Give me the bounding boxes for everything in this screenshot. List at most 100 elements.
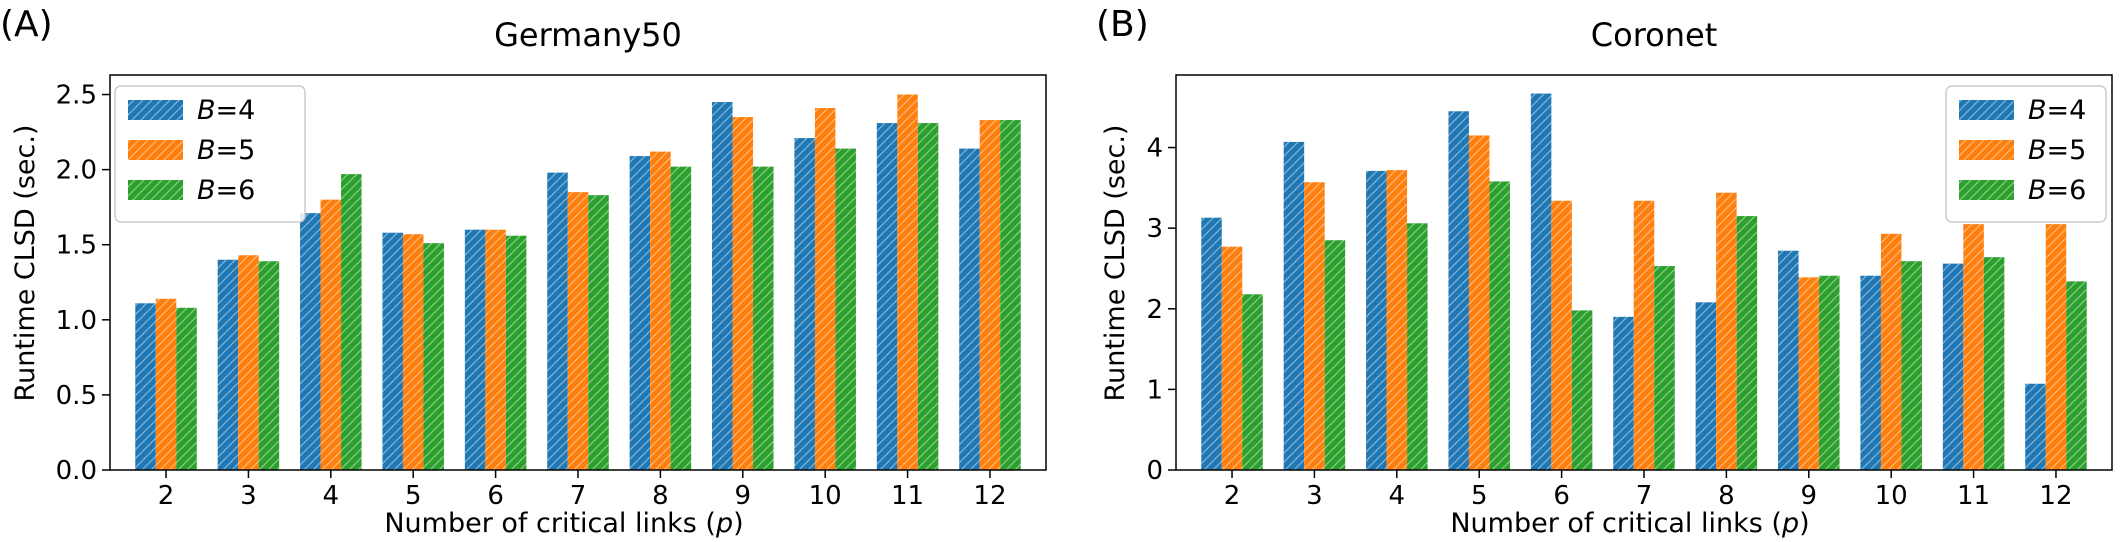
- bar-b-s2-4-hatch: [1386, 170, 1408, 471]
- legend-a: B=4 B=5 B=6: [114, 85, 306, 223]
- bar-a-s1-3-hatch: [217, 259, 239, 470]
- x-axis-label-a: Number of critical links (p): [384, 508, 743, 539]
- bar-b-s2-3-hatch: [1304, 182, 1325, 470]
- bar-a-s1-7-hatch: [547, 172, 568, 470]
- chart-title-a: Germany50: [494, 16, 682, 54]
- x-tick-label-b-8: 8: [1718, 481, 1735, 511]
- x-tick-label-b-11: 11: [1957, 481, 1990, 511]
- panel-label-a: (A): [0, 4, 53, 45]
- bar-b-s2-11-hatch: [1963, 224, 1984, 470]
- x-tick-label-b-2: 2: [1224, 481, 1241, 511]
- bar-a-s1-9-hatch: [712, 102, 733, 471]
- bar-a-s3-4-hatch: [341, 174, 362, 470]
- bar-b-s1-8-hatch: [1695, 302, 1717, 470]
- x-tick-label-b-4: 4: [1389, 481, 1406, 511]
- bar-b-s2-12-hatch: [2045, 224, 2067, 470]
- bar-a-s1-5-hatch: [382, 232, 403, 470]
- y-tick-label-b-1: 1: [1146, 375, 1163, 405]
- bar-b-s1-3-hatch: [1283, 141, 1305, 471]
- bar-a-s3-12-hatch: [1000, 120, 1021, 470]
- bar-b-s1-12-hatch: [2025, 383, 2046, 470]
- x-tick-label-a-9: 9: [735, 481, 752, 511]
- x-tick-label-b-12: 12: [2039, 481, 2072, 511]
- legend-swatch-hatch-b-1: [1959, 100, 2014, 120]
- legend-label-a-3: B=6: [197, 175, 255, 206]
- legend-b: B=4 B=5 B=6: [1945, 85, 2107, 223]
- y-tick-label-b-2: 2: [1146, 295, 1163, 325]
- legend-label-b-1: B=4: [2028, 95, 2086, 126]
- bar-a-s2-11-hatch: [897, 94, 918, 470]
- panel-a: (A) Germany50 Runtime CLSD (sec.) Number…: [0, 4, 1047, 539]
- y-tick-label-b-4: 4: [1146, 134, 1163, 164]
- bar-b-s1-9-hatch: [1778, 250, 1799, 470]
- bar-b-s1-6-hatch: [1530, 93, 1552, 470]
- y-axis-label-b: Runtime CLSD (sec.): [1100, 125, 1131, 402]
- bar-a-s3-10-hatch: [835, 148, 856, 471]
- x-tick-label-a-3: 3: [240, 481, 257, 511]
- bar-b-s3-3-hatch: [1324, 240, 1346, 470]
- x-tick-label-a-2: 2: [158, 481, 175, 511]
- bar-a-s2-9-hatch: [732, 117, 754, 471]
- bar-b-s1-5-hatch: [1448, 111, 1469, 470]
- chart-title-b: Coronet: [1591, 16, 1717, 54]
- y-tick-label-a-3: 1.5: [56, 231, 97, 261]
- bar-b-s2-5-hatch: [1468, 135, 1490, 471]
- bar-b-s2-2-hatch: [1221, 246, 1243, 470]
- bar-a-s1-6-hatch: [464, 229, 486, 470]
- bar-b-s3-12-hatch: [2066, 281, 2087, 470]
- bar-a-s1-2-hatch: [135, 303, 156, 470]
- y-axis-label-a: Runtime CLSD (sec.): [10, 125, 41, 402]
- bar-b-s3-6-hatch: [1571, 310, 1593, 470]
- bar-b-s3-11-hatch: [1983, 257, 2005, 470]
- bar-b-s3-2-hatch: [1242, 294, 1263, 470]
- bar-a-s3-9-hatch: [753, 166, 774, 470]
- bar-b-s1-11-hatch: [1942, 263, 1964, 470]
- y-tick-label-b-3: 3: [1146, 214, 1163, 244]
- x-tick-label-b-6: 6: [1553, 481, 1570, 511]
- panel-b: (B) Coronet Runtime CLSD (sec.) Number o…: [1096, 4, 2113, 539]
- bar-b-s3-8-hatch: [1736, 216, 1758, 470]
- x-tick-label-b-10: 10: [1875, 481, 1908, 511]
- bar-a-s2-12-hatch: [979, 120, 1001, 470]
- y-tick-label-a-0: 0.0: [56, 456, 97, 486]
- bar-a-s3-2-hatch: [176, 307, 197, 470]
- bar-b-s2-8-hatch: [1716, 192, 1737, 470]
- bar-b-s1-2-hatch: [1201, 217, 1222, 470]
- legend-label-a-1: B=4: [197, 95, 255, 126]
- bar-a-s2-6-hatch: [485, 229, 506, 470]
- x-axis-label-b: Number of critical links (p): [1450, 508, 1809, 539]
- bar-b-s1-7-hatch: [1613, 316, 1634, 470]
- bar-a-s2-3-hatch: [238, 255, 259, 470]
- bar-b-s3-4-hatch: [1407, 223, 1428, 470]
- y-tick-label-b-0: 0: [1146, 456, 1163, 486]
- bar-b-s2-6-hatch: [1551, 200, 1572, 470]
- y-tick-label-a-5: 2.5: [56, 81, 97, 111]
- x-tick-label-a-6: 6: [487, 481, 504, 511]
- legend-label-b-3: B=6: [2028, 175, 2086, 206]
- x-tick-label-a-11: 11: [891, 481, 924, 511]
- bar-b-s3-7-hatch: [1654, 266, 1675, 470]
- x-tick-label-b-5: 5: [1471, 481, 1488, 511]
- bar-b-s1-10-hatch: [1860, 275, 1881, 470]
- bar-a-s1-11-hatch: [876, 123, 898, 470]
- plot-area-a: 0.0 0.5 1.0 1.5 2.0 2.5 2 3 4 5 6 7 8 9 10 11 12: [56, 74, 1047, 511]
- bar-a-s1-12-hatch: [959, 148, 980, 471]
- y-tick-label-a-2: 1.0: [56, 306, 97, 336]
- bar-a-s3-6-hatch: [505, 235, 527, 470]
- x-tick-label-b-7: 7: [1636, 481, 1653, 511]
- bar-a-s2-10-hatch: [814, 108, 836, 471]
- x-tick-label-b-3: 3: [1306, 481, 1323, 511]
- bar-a-s2-8-hatch: [650, 151, 671, 470]
- bar-b-s3-9-hatch: [1819, 275, 1840, 470]
- legend-swatch-hatch-a-2: [128, 140, 183, 160]
- legend-label-a-2: B=5: [197, 135, 255, 166]
- x-tick-label-a-4: 4: [323, 481, 340, 511]
- legend-swatch-hatch-a-3: [128, 180, 183, 200]
- legend-swatch-hatch-b-2: [1959, 140, 2014, 160]
- y-tick-label-a-4: 2.0: [56, 156, 97, 186]
- x-tick-label-a-10: 10: [809, 481, 842, 511]
- panel-label-b: (B): [1096, 4, 1149, 45]
- bar-b-s2-9-hatch: [1798, 277, 1820, 470]
